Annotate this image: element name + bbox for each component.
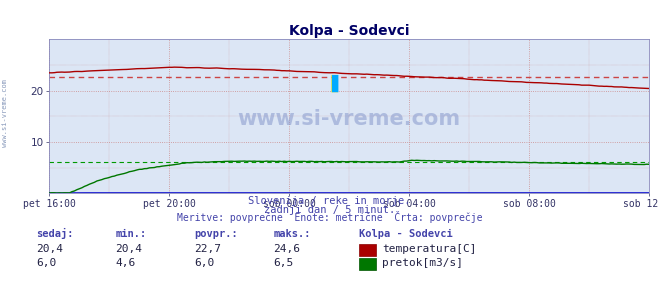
Text: ▐: ▐ [325,74,337,92]
Text: Meritve: povprečne  Enote: metrične  Črta: povprečje: Meritve: povprečne Enote: metrične Črta:… [177,212,482,223]
Text: Slovenija / reke in morje.: Slovenija / reke in morje. [248,197,411,206]
Title: Kolpa - Sodevci: Kolpa - Sodevci [289,24,409,38]
Text: temperatura[C]: temperatura[C] [382,244,476,254]
Text: Kolpa - Sodevci: Kolpa - Sodevci [359,230,453,239]
Text: pretok[m3/s]: pretok[m3/s] [382,258,463,268]
Text: 22,7: 22,7 [194,244,221,254]
Text: min.:: min.: [115,230,146,239]
Text: 6,0: 6,0 [36,258,57,268]
Text: 4,6: 4,6 [115,258,136,268]
Text: 6,5: 6,5 [273,258,294,268]
Text: zadnji dan / 5 minut.: zadnji dan / 5 minut. [264,205,395,215]
Text: sedaj:: sedaj: [36,228,74,239]
Text: 20,4: 20,4 [36,244,63,254]
Text: www.si-vreme.com: www.si-vreme.com [238,109,461,129]
Text: 20,4: 20,4 [115,244,142,254]
Text: 24,6: 24,6 [273,244,301,254]
Text: maks.:: maks.: [273,230,311,239]
Text: ▌: ▌ [331,74,343,92]
Text: www.si-vreme.com: www.si-vreme.com [2,79,9,147]
Text: povpr.:: povpr.: [194,230,238,239]
Text: 6,0: 6,0 [194,258,215,268]
